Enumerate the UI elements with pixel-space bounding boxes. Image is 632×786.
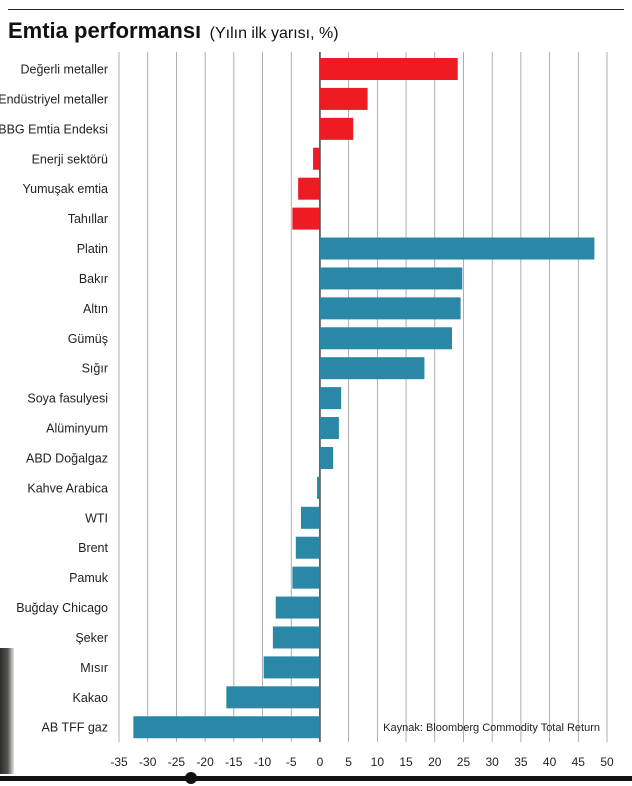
bar [272, 626, 320, 649]
bar [292, 566, 320, 589]
category-label: Platin [77, 242, 108, 256]
tick-label: 30 [485, 755, 499, 769]
category-label: Tahıllar [68, 212, 108, 226]
bar [300, 506, 320, 529]
category-label: Endüstriyel metaller [0, 92, 108, 106]
category-label: ABD Doğalgaz [26, 451, 108, 465]
bar [319, 357, 425, 380]
category-label: WTI [85, 511, 108, 525]
bar [263, 656, 320, 679]
category-label: BBG Emtia Endeksi [0, 122, 108, 136]
tick-label: -5 [286, 755, 297, 769]
bar [319, 327, 452, 350]
chart-title-subtitle: (Yılın ilk yarısı, %) [209, 25, 339, 42]
bar [313, 147, 320, 170]
category-label: Bakır [79, 272, 108, 286]
photo-fragment [0, 648, 14, 774]
category-label: Kahve Arabica [27, 481, 108, 495]
tick-label: -30 [139, 755, 157, 769]
category-label: Pamuk [69, 571, 109, 585]
category-label: Kakao [73, 691, 108, 705]
bar [319, 87, 368, 110]
bar [292, 207, 320, 230]
tick-labels: -35 -30 -25 -20 -15 -10 -5 0 5 10 15 20 25 30 35 40 45 50 [110, 755, 614, 769]
category-labels: Değerli metaller Endüstriyel metaller BBG … [0, 63, 109, 735]
tick-label: 15 [399, 755, 413, 769]
tick-label: 50 [600, 755, 614, 769]
top-rule [8, 9, 624, 10]
bar [319, 417, 339, 440]
tick-label: -20 [196, 755, 214, 769]
tick-label: 45 [572, 755, 586, 769]
tick-label: -10 [254, 755, 272, 769]
bar [295, 536, 320, 559]
category-label: Altın [83, 302, 108, 316]
chart-title-main: Emtia performansı [8, 18, 202, 43]
tick-label: -15 [225, 755, 243, 769]
bar [133, 716, 320, 739]
bar [298, 177, 320, 200]
bar [319, 297, 461, 320]
tick-label: 10 [371, 755, 385, 769]
bottom-dot [185, 772, 197, 784]
bottom-bar [0, 776, 632, 781]
tick-label: 5 [345, 755, 352, 769]
category-label: Yumuşak emtia [23, 182, 109, 196]
bar [319, 237, 595, 260]
bar [319, 267, 463, 290]
category-label: Şeker [75, 631, 108, 645]
tick-label: 20 [428, 755, 442, 769]
tick-label: -35 [110, 755, 128, 769]
category-label: AB TFF gaz [42, 721, 108, 735]
tick-label: 0 [317, 755, 324, 769]
chart-title: Emtia performansı (Yılın ilk yarısı, %) [8, 18, 339, 44]
bar [275, 596, 320, 619]
tick-label: 40 [543, 755, 557, 769]
category-label: Soya fasulyesi [27, 392, 108, 406]
tick-label: 25 [457, 755, 471, 769]
bars [133, 58, 595, 739]
tick-label: -25 [168, 755, 186, 769]
category-label: Mısır [80, 661, 108, 675]
bar [319, 446, 334, 469]
category-label: Gümüş [68, 332, 108, 346]
tick-label: 35 [514, 755, 528, 769]
bar [319, 117, 354, 140]
category-label: Buğday Chicago [16, 601, 108, 615]
category-label: Enerji sektörü [32, 152, 108, 166]
bar [226, 686, 320, 709]
category-label: Değerli metaller [20, 63, 108, 77]
bar [317, 476, 320, 499]
source-note: Kaynak: Bloomberg Commodity Total Return [383, 722, 600, 734]
category-label: Brent [78, 541, 108, 555]
category-label: Sığır [82, 362, 108, 376]
grid-lines [118, 52, 608, 742]
bar [319, 58, 458, 80]
category-label: Alüminyum [46, 422, 108, 436]
bar [319, 387, 342, 410]
